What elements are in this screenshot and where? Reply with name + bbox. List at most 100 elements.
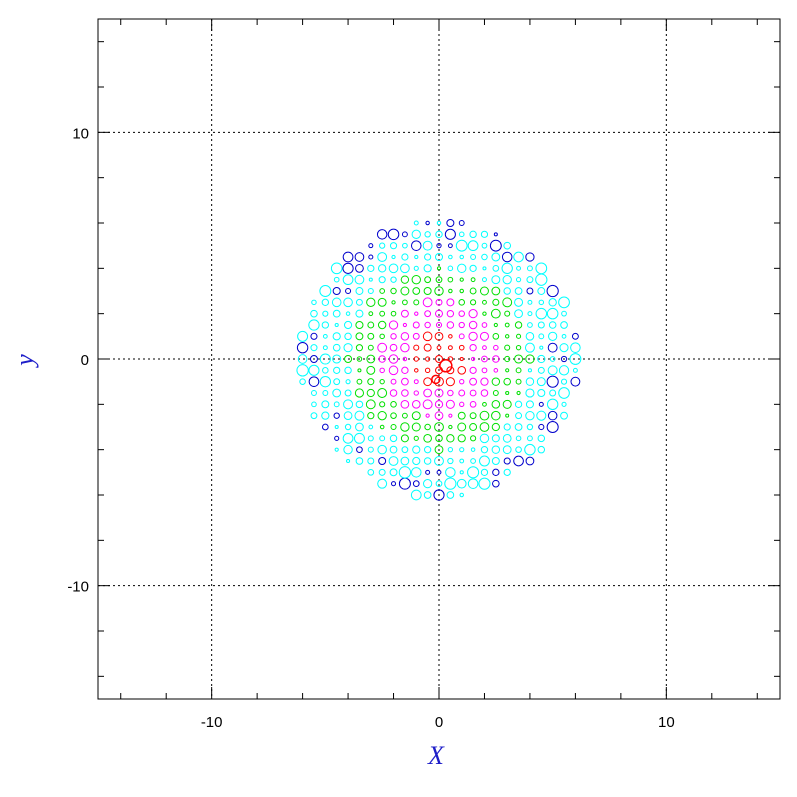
data-point [459,254,464,260]
data-point [514,423,523,431]
data-point [459,288,464,294]
data-point [491,400,501,409]
data-point [469,389,477,397]
data-point [459,458,465,464]
data-point [546,420,559,434]
data-point [390,401,397,408]
data-point [378,468,386,476]
data-point [321,423,329,431]
data-point [434,252,444,262]
data-point [515,446,522,453]
data-point [379,424,385,430]
data-point [322,367,329,374]
data-point [379,378,385,385]
data-point [423,446,432,454]
data-point [366,297,376,307]
data-point [479,422,490,432]
data-point [411,467,422,478]
x-tick-label: -10 [201,714,223,731]
data-point [469,264,477,272]
data-point [479,410,490,421]
data-point [458,344,465,351]
data-point [377,252,388,262]
data-point [469,400,477,408]
data-point [344,354,353,364]
data-point [355,320,364,330]
data-point [390,276,397,283]
data-point [334,447,339,452]
data-point [435,230,443,239]
data-point [503,457,511,465]
data-point [571,332,579,340]
data-point [504,310,511,317]
data-point [435,276,443,284]
data-point [514,297,524,307]
data-point [343,444,353,455]
data-point [377,264,387,273]
data-point [479,455,490,467]
data-point [422,297,433,308]
data-point [526,265,533,272]
data-point [424,321,431,329]
data-point [524,342,535,353]
data-point [400,342,410,353]
data-point [482,345,487,351]
data-point [344,332,352,341]
data-point [367,446,374,453]
data-point [525,252,535,262]
data-point [505,413,510,418]
data-point [502,399,512,409]
data-point [401,366,409,375]
data-point [310,344,318,352]
data-point [480,230,489,238]
data-point [413,435,419,441]
data-point [402,356,408,362]
data-point [490,308,501,319]
data-point [424,310,432,318]
data-point [455,239,468,252]
center-point [431,374,441,385]
data-point [357,368,362,373]
data-point [434,331,444,341]
data-point [459,447,465,453]
data-point [549,389,557,397]
data-point [527,299,533,305]
data-point [468,320,478,330]
data-point [343,343,353,353]
data-point [344,389,352,397]
data-point [436,345,442,351]
data-point [503,423,511,431]
data-point [355,309,364,318]
data-point [459,401,465,407]
data-point [434,388,444,398]
data-point [480,389,489,397]
data-point [470,254,477,260]
data-point [368,243,374,249]
data-point [493,232,498,237]
data-point [445,399,455,409]
data-point [402,242,408,249]
data-point [527,322,533,328]
data-point [525,354,535,364]
data-point [457,411,466,420]
data-point [400,399,410,409]
x-tick-label: 0 [435,714,443,731]
data-point [367,321,375,329]
data-point [331,297,342,308]
data-point [560,355,568,363]
data-point [413,344,420,351]
data-point [400,456,410,466]
data-point [503,241,512,250]
data-point [332,354,342,364]
data-point [537,287,546,295]
data-point [333,378,341,386]
data-point [310,412,318,420]
data-point [299,378,306,385]
data-point [390,333,397,340]
data-point [436,469,442,475]
data-point [296,341,309,354]
data-point [377,342,388,353]
data-point [514,321,523,329]
data-point [354,388,365,398]
data-point [311,401,317,408]
